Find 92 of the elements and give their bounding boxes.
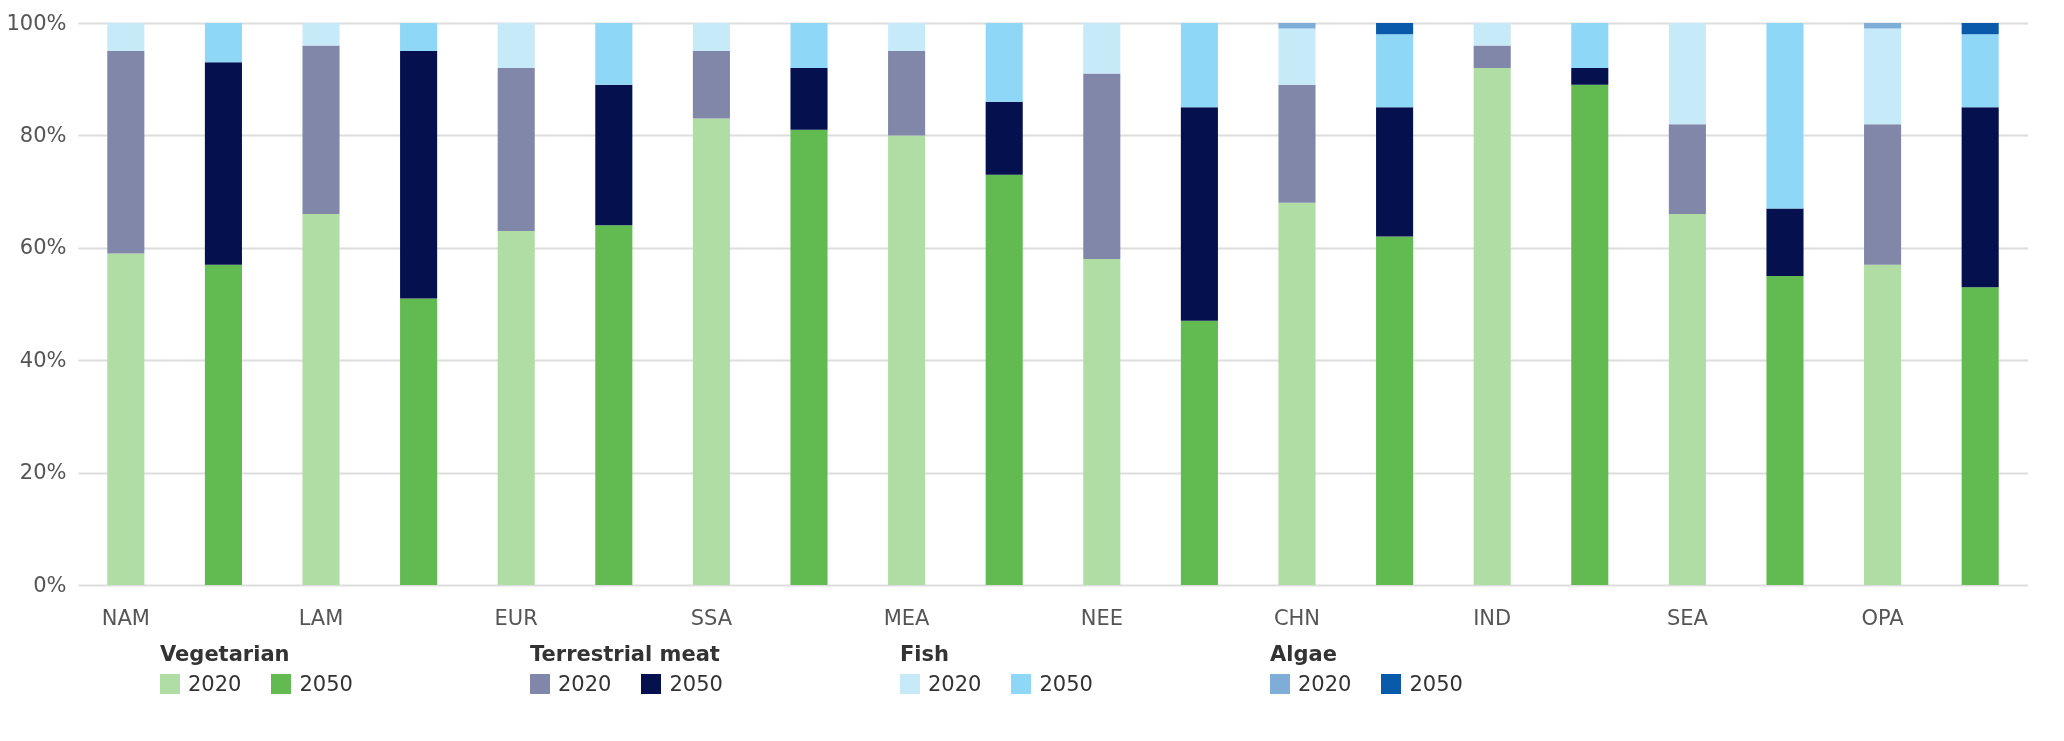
bar [497,23,535,68]
bar [1961,287,1999,585]
bar [400,23,438,52]
bar [302,45,340,215]
bar [1278,84,1316,203]
bar [1571,67,1609,85]
bar [1278,23,1316,29]
bar [595,84,633,226]
x-tick-label: SEA [1666,605,1709,630]
y-tick-label: 20% [19,460,67,485]
legend-label: 2050 [669,672,723,696]
bar [302,23,340,46]
bar [1961,23,1999,35]
text: Vegetarian [160,642,291,666]
bar [400,51,438,299]
bar [985,23,1023,102]
bar [1571,84,1609,585]
y-tick-label: 60% [19,235,67,260]
bar [595,225,633,585]
x-tick-label: MEA [883,605,931,630]
x-tick-label: OPA [1861,605,1905,630]
bar [302,214,340,585]
y-tick-label: 100% [6,10,67,35]
y-tick-label: 40% [19,347,67,372]
bar [400,298,438,585]
legend-label: 2050 [1039,672,1093,696]
x-tick-label: NEE [1080,605,1123,630]
bar [1376,236,1414,585]
bar [204,62,242,265]
bar [790,129,828,585]
bar [1766,23,1804,209]
text: Fish [900,642,950,666]
bar [1278,202,1316,585]
x-tick-label: NAM [101,605,150,630]
bar [692,118,730,585]
bar [1864,23,1902,29]
bar [1473,23,1511,46]
bar [497,67,535,231]
bar [204,264,242,585]
bar [1766,208,1804,276]
bar [985,174,1023,585]
bar [1766,275,1804,585]
bar [1278,28,1316,85]
bar [888,135,926,585]
bar [1864,264,1902,585]
bar [692,51,730,119]
bar [497,230,535,585]
bar [1668,23,1706,125]
legend-label: 2020 [928,672,982,696]
bar [1376,23,1414,35]
bar [790,67,828,130]
x-tick-label: CHN [1273,605,1321,630]
bar [1180,320,1218,585]
legend-label: 2020 [558,672,612,696]
bar [1180,23,1218,108]
bar [1473,67,1511,585]
bar [1083,23,1121,74]
legend-label: 2020 [1298,672,1352,696]
legend-label: 2050 [299,672,353,696]
bar [107,51,145,254]
x-tick-label: IND [1473,605,1512,630]
bar [1083,73,1121,260]
bar [107,253,145,585]
bar [1571,23,1609,68]
bar [1376,34,1414,108]
bar [595,23,633,85]
bar [1083,259,1121,585]
bar [888,51,926,136]
bar [1668,124,1706,215]
bar [107,23,145,52]
text: Algae [1270,642,1338,666]
text: Terrestrial meat [530,642,721,666]
bar [790,23,828,68]
x-tick-label: SSA [690,605,733,630]
bar [1668,214,1706,585]
x-tick-label: EUR [494,605,538,630]
x-tick-label: LAM [298,605,344,630]
bar [888,23,926,52]
bar [1473,45,1511,68]
y-tick-label: 80% [19,122,67,147]
bar [692,23,730,52]
bar [1961,34,1999,108]
legend-label: 2020 [188,672,242,696]
y-tick-label: 0% [33,572,67,597]
bar [1864,124,1902,265]
bar [1864,28,1902,125]
bar [204,23,242,63]
bar [985,101,1023,175]
bar [1180,107,1218,321]
bar [1961,107,1999,288]
bar [1376,107,1414,237]
legend-label: 2050 [1409,672,1463,696]
